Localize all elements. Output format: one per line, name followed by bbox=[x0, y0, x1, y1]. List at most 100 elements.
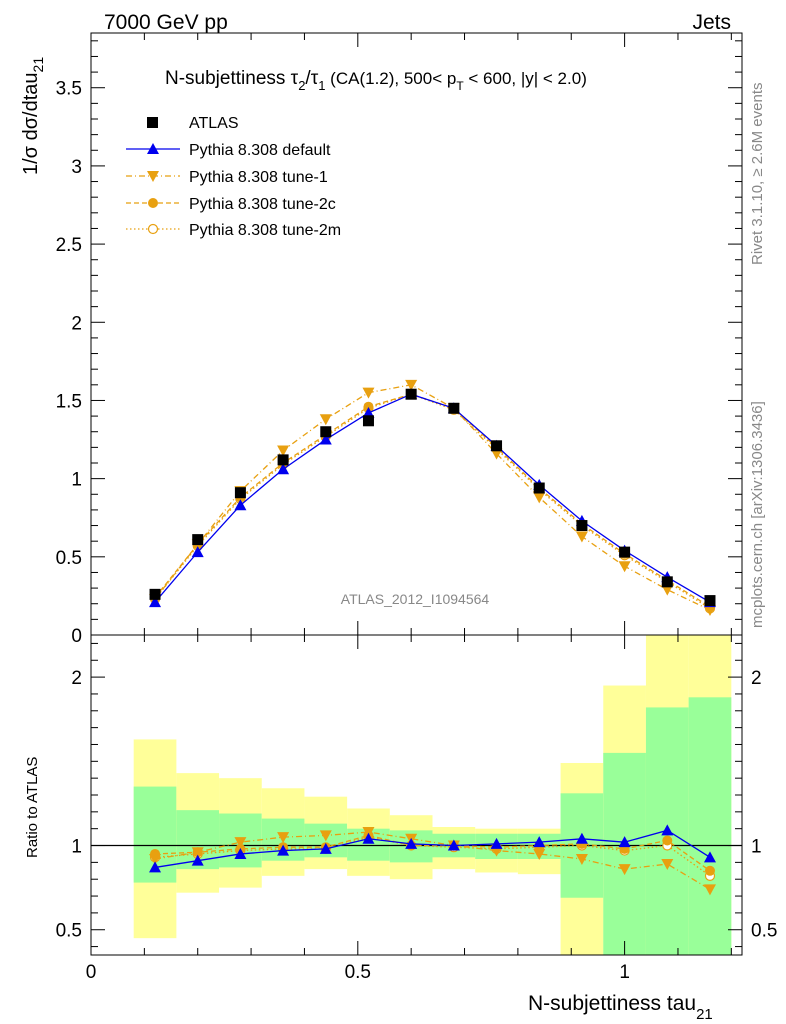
main-ytick-label: 0.5 bbox=[56, 548, 82, 569]
main-point-atlas bbox=[149, 588, 161, 600]
ratio-point-pythia-8-308-tune-1 bbox=[277, 832, 290, 844]
ratio-point-pythia-8-308-tune-1 bbox=[319, 830, 332, 842]
ratio-point-pythia-8-308-default bbox=[533, 836, 546, 848]
legend-item: Pythia 8.308 tune-2c bbox=[126, 196, 336, 213]
ratio-point-pythia-8-308-default bbox=[234, 847, 247, 859]
main-point-pythia-8-308-tune-1 bbox=[618, 561, 631, 573]
xtick-label: 0 bbox=[86, 962, 97, 983]
ratio-ytick-label: 2 bbox=[71, 668, 82, 689]
ratio-point-pythia-8-308-default bbox=[490, 837, 503, 849]
main-ytick-label: 2 bbox=[71, 313, 82, 334]
legend-marker-tune2m bbox=[147, 223, 159, 235]
ratio-line-pythia-8-308-default bbox=[154, 829, 711, 869]
main-point-pythia-8-308-tune-1 bbox=[703, 604, 716, 616]
legend-label: Pythia 8.308 tune-2c bbox=[189, 196, 336, 213]
main-point-pythia-8-308-tune-2c bbox=[363, 401, 374, 412]
main-ytick-label: 0 bbox=[71, 626, 82, 647]
main-point-atlas bbox=[448, 402, 460, 414]
legend-swatch-atlas bbox=[147, 117, 158, 128]
title-prefix: N-subjettiness bbox=[165, 68, 291, 89]
legend-item: ATLAS bbox=[147, 115, 239, 132]
ratio-point-pythia-8-308-tune-1 bbox=[533, 848, 546, 860]
legend-item: Pythia 8.308 tune-1 bbox=[126, 169, 328, 186]
main-point-atlas bbox=[234, 487, 246, 499]
ratio-point-pythia-8-308-default bbox=[191, 854, 204, 866]
ratio-ytick-label-right: 2 bbox=[751, 668, 762, 689]
title-sub2: 2 bbox=[298, 78, 305, 93]
ratio-ytick-label: 0.5 bbox=[56, 921, 82, 942]
legend-item: Pythia 8.308 tune-2m bbox=[126, 222, 341, 239]
main-point-pythia-8-308-tune-1 bbox=[490, 448, 503, 460]
main-ytick-label: 3 bbox=[71, 157, 82, 178]
title-cuts-b: < 600, |y| < 2.0) bbox=[464, 69, 587, 88]
legend-marker-tune2c bbox=[148, 198, 158, 208]
main-point-pythia-8-308-default bbox=[319, 433, 332, 445]
legend-item: Pythia 8.308 default bbox=[126, 142, 331, 159]
main-point-atlas bbox=[576, 520, 588, 532]
legend-label: Pythia 8.308 tune-1 bbox=[189, 169, 328, 186]
main-point-atlas bbox=[661, 576, 673, 588]
ratio-point-pythia-8-308-tune-1 bbox=[234, 837, 247, 849]
main-point-pythia-8-308-tune-1 bbox=[362, 387, 375, 399]
ratio-point-pythia-8-308-default bbox=[618, 836, 631, 848]
main-ylabel-sub: 21 bbox=[30, 57, 46, 73]
xlabel: N-subjettiness tau21 bbox=[528, 992, 713, 1023]
main-point-atlas bbox=[533, 482, 545, 494]
main-point-atlas bbox=[320, 426, 332, 438]
main-line-pythia-8-308-tune-2m bbox=[154, 393, 711, 609]
main-point-pythia-8-308-default bbox=[234, 499, 247, 511]
ratio-point-pythia-8-308-tune-1 bbox=[618, 864, 631, 876]
xtick-label: 1 bbox=[619, 962, 630, 983]
main-line-pythia-8-308-tune-1 bbox=[154, 384, 711, 611]
main-point-pythia-8-308-default bbox=[149, 596, 162, 608]
analysis-id: ATLAS_2012_I1094564 bbox=[341, 591, 490, 607]
ratio-panel-series bbox=[149, 824, 716, 896]
main-point-atlas bbox=[704, 595, 716, 607]
rivet-label: Rivet 3.1.10, ≥ 2.6M events bbox=[749, 83, 766, 266]
ratio-point-pythia-8-308-default bbox=[277, 844, 290, 856]
ratio-point-pythia-8-308-default bbox=[575, 832, 588, 844]
legend-label: Pythia 8.308 default bbox=[189, 142, 331, 159]
ratio-point-pythia-8-308-default bbox=[661, 824, 674, 836]
main-point-pythia-8-308-default bbox=[362, 406, 375, 418]
main-point-atlas bbox=[277, 454, 289, 466]
main-point-pythia-8-308-tune-1 bbox=[661, 584, 674, 596]
main-point-pythia-8-308-default bbox=[277, 463, 290, 475]
main-ytick-label: 2.5 bbox=[56, 235, 82, 256]
legend-label: ATLAS bbox=[189, 115, 239, 132]
mcplots-label: mcplots.cern.ch [arXiv:1306.3436] bbox=[749, 401, 766, 628]
main-point-pythia-8-308-tune-1 bbox=[319, 414, 332, 426]
xlabel-text: N-subjettiness tau bbox=[528, 992, 696, 1015]
ratio-point-pythia-8-308-default bbox=[447, 839, 460, 851]
ratio-line-pythia-8-308-tune-1 bbox=[154, 831, 711, 890]
main-point-atlas bbox=[192, 534, 204, 546]
ratio-point-pythia-8-308-tune-2c bbox=[704, 865, 715, 876]
main-ytick-label: 3.5 bbox=[56, 79, 82, 100]
main-ylabel: 1/σ dσ/dtau21 bbox=[20, 57, 46, 175]
ratio-point-pythia-8-308-tune-1 bbox=[362, 827, 375, 839]
title-tau1: τ bbox=[311, 68, 319, 89]
title-sub1: 1 bbox=[318, 78, 325, 93]
ratio-band-inner bbox=[688, 697, 732, 955]
ratio-point-pythia-8-308-default bbox=[703, 851, 716, 863]
legend-marker-default bbox=[147, 143, 159, 154]
ratio-point-pythia-8-308-tune-1 bbox=[191, 847, 204, 859]
main-point-atlas bbox=[405, 388, 417, 400]
title-tau2: τ bbox=[291, 68, 299, 89]
axis-ticks: 00.511.522.533.50 0.5 10.5 0.51 12 2 bbox=[56, 33, 777, 983]
main-point-pythia-8-308-tune-1 bbox=[533, 492, 546, 504]
ratio-panel-bands bbox=[133, 635, 732, 955]
main-point-pythia-8-308-tune-1 bbox=[277, 445, 290, 457]
title-cuts-sub: T bbox=[456, 79, 464, 93]
ratio-point-pythia-8-308-tune-1 bbox=[575, 854, 588, 865]
ratio-point-pythia-8-308-default bbox=[362, 832, 375, 844]
legend-marker-tune1 bbox=[147, 171, 159, 182]
ratio-point-pythia-8-308-default bbox=[405, 837, 418, 849]
title-slash: / bbox=[305, 68, 311, 89]
ratio-point-pythia-8-308-tune-1 bbox=[661, 859, 674, 871]
ratio-line-pythia-8-308-tune-2m bbox=[154, 836, 711, 877]
title-cuts-a: (CA(1.2), 500< p bbox=[325, 69, 456, 88]
legend: ATLAS Pythia 8.308 default Pythia 8.308 … bbox=[126, 115, 341, 239]
main-line-pythia-8-308-default bbox=[154, 393, 711, 603]
